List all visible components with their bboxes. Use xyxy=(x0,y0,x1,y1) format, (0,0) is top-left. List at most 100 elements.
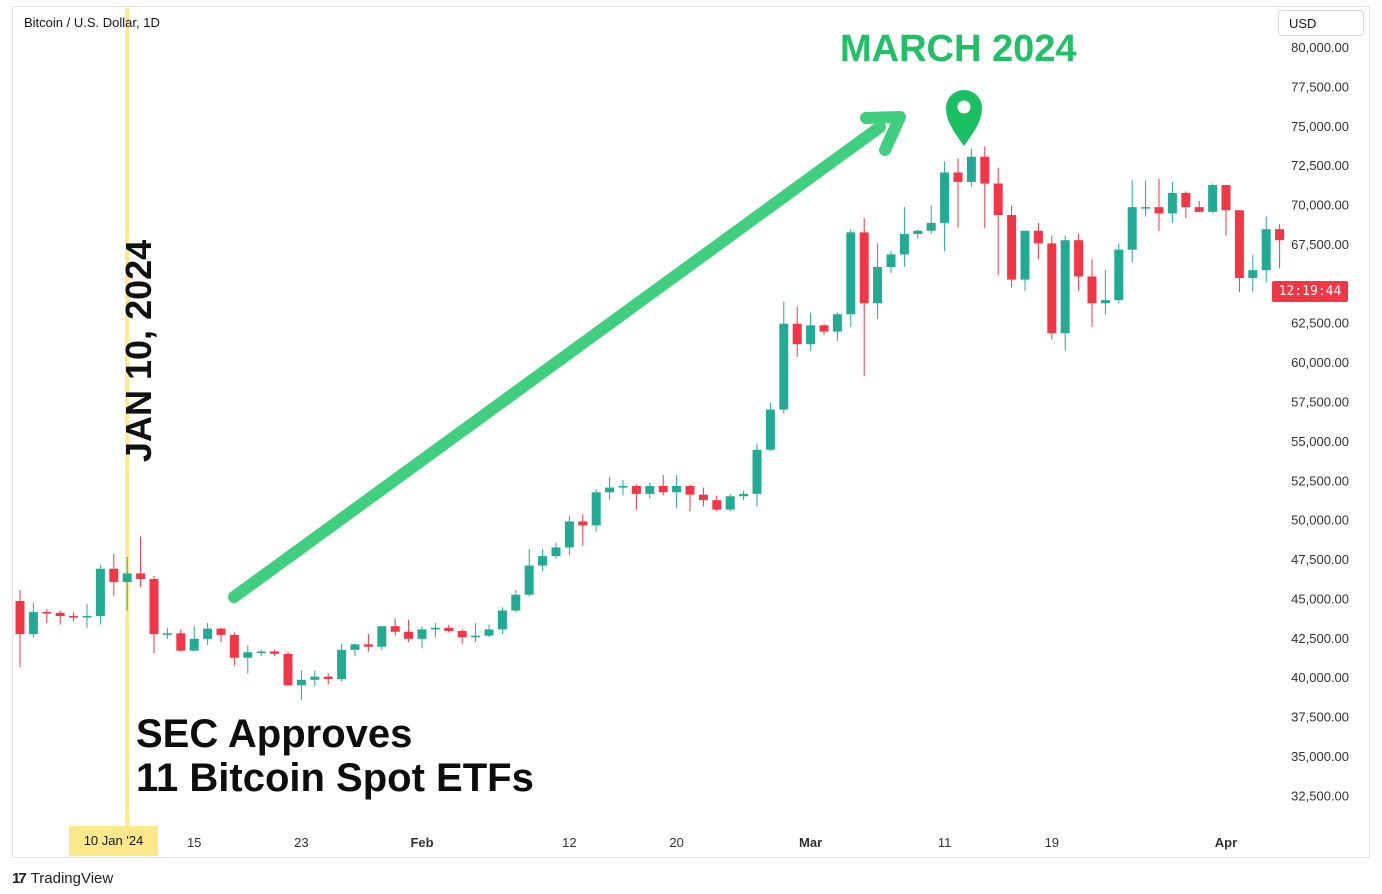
y-tick-label: 72,500.00 xyxy=(1291,158,1349,173)
candle-body xyxy=(913,230,923,234)
candle-body xyxy=(873,267,883,304)
y-tick-label: 37,500.00 xyxy=(1291,710,1349,725)
candle-body xyxy=(712,500,722,510)
y-tick-label: 50,000.00 xyxy=(1291,513,1349,528)
y-tick-label: 40,000.00 xyxy=(1291,670,1349,685)
y-tick-label: 45,000.00 xyxy=(1291,591,1349,606)
candle-body xyxy=(1074,240,1084,277)
candle-body xyxy=(966,156,976,182)
candle-body xyxy=(471,635,481,638)
candle-body xyxy=(806,325,816,345)
y-tick-label: 52,500.00 xyxy=(1291,473,1349,488)
sec-annotation-line-2: 11 Bitcoin Spot ETFs xyxy=(136,756,534,800)
x-tick-label: 12 xyxy=(562,835,576,850)
y-tick-label: 55,000.00 xyxy=(1291,434,1349,449)
tradingview-footer[interactable]: 17 TradingView xyxy=(12,870,113,887)
candle-body xyxy=(350,644,360,650)
candle-body xyxy=(229,634,239,658)
candle-body xyxy=(792,323,802,345)
candle-body xyxy=(832,314,842,332)
vertical-date-annotation: JAN 10, 2024 xyxy=(118,239,159,462)
candle-body xyxy=(82,615,92,618)
y-tick-label: 60,000.00 xyxy=(1291,355,1349,370)
candle-body xyxy=(1181,192,1191,208)
candle-body xyxy=(859,232,869,304)
candle-body xyxy=(390,626,400,632)
candle-body xyxy=(1100,300,1110,304)
candle-body xyxy=(980,156,990,184)
y-tick-label: 62,500.00 xyxy=(1291,316,1349,331)
candle-body xyxy=(323,676,333,680)
candle-body xyxy=(631,486,641,494)
x-tick-label: 19 xyxy=(1045,835,1059,850)
candle-body xyxy=(658,486,668,493)
candle-body xyxy=(203,628,213,639)
y-tick-label: 42,500.00 xyxy=(1291,631,1349,646)
candle-body xyxy=(886,254,896,268)
y-tick-label: 77,500.00 xyxy=(1291,79,1349,94)
candle-body xyxy=(953,172,963,182)
candle-body xyxy=(1194,207,1204,212)
y-tick-label: 75,000.00 xyxy=(1291,119,1349,134)
candle-body xyxy=(564,521,574,548)
candle-body xyxy=(136,573,146,579)
candle-body xyxy=(122,573,132,583)
y-tick-label: 57,500.00 xyxy=(1291,395,1349,410)
symbol-title: Bitcoin / U.S. Dollar, 1D xyxy=(24,15,160,30)
candle-body xyxy=(69,615,79,618)
candle-body xyxy=(256,651,266,653)
candle-body xyxy=(283,653,293,686)
candle-body xyxy=(1154,207,1164,214)
candle-body xyxy=(685,486,695,495)
candle-body xyxy=(189,638,199,651)
candle-body xyxy=(1060,240,1070,334)
y-tick-label: 47,500.00 xyxy=(1291,552,1349,567)
candle-body xyxy=(1275,229,1285,241)
candle-body xyxy=(1007,215,1017,280)
event-marker-line xyxy=(125,8,130,826)
candle-body xyxy=(1234,210,1244,279)
candle-body xyxy=(605,487,615,493)
y-tick-label: 70,000.00 xyxy=(1291,198,1349,213)
candle-body xyxy=(765,409,775,450)
candle-body xyxy=(1047,243,1057,334)
x-tick-label: 20 xyxy=(669,835,683,850)
candle-body xyxy=(270,651,280,654)
candle-body xyxy=(739,493,749,497)
x-tick-label: Feb xyxy=(410,835,433,850)
candle-body xyxy=(1114,249,1124,301)
y-tick-label: 32,500.00 xyxy=(1291,788,1349,803)
candle-body xyxy=(404,631,414,639)
candle-body xyxy=(417,629,427,639)
peak-annotation: MARCH 2024 xyxy=(840,28,1077,70)
location-pin-icon xyxy=(946,90,982,146)
candle-body xyxy=(645,486,655,494)
location-pin-dot xyxy=(957,100,971,114)
candle-body xyxy=(940,172,950,223)
candle-body xyxy=(28,612,38,635)
candle-body xyxy=(725,496,735,510)
candle-body xyxy=(618,486,628,488)
sec-annotation-line-1: SEC Approves xyxy=(136,712,413,756)
currency-button[interactable]: USD xyxy=(1278,10,1364,36)
candle-body xyxy=(444,627,454,631)
y-tick-label: 80,000.00 xyxy=(1291,40,1349,55)
candle-body xyxy=(524,565,534,595)
tradingview-logo-icon: 17 xyxy=(12,870,27,887)
candle-body xyxy=(95,568,105,616)
candle-body xyxy=(310,676,320,680)
x-tick-label: 23 xyxy=(294,835,308,850)
candle-body xyxy=(363,644,373,647)
candle-body xyxy=(497,610,507,630)
candle-body xyxy=(377,626,387,647)
tradingview-brand-name: TradingView xyxy=(30,870,114,887)
y-tick-label: 35,000.00 xyxy=(1291,749,1349,764)
candle-body xyxy=(591,492,601,526)
candle-body xyxy=(457,630,467,638)
candle-body xyxy=(1033,230,1043,244)
candle-body xyxy=(993,183,1003,216)
y-tick-label: 67,500.00 xyxy=(1291,237,1349,252)
candle-body xyxy=(1167,192,1177,214)
candle-body xyxy=(109,568,119,583)
